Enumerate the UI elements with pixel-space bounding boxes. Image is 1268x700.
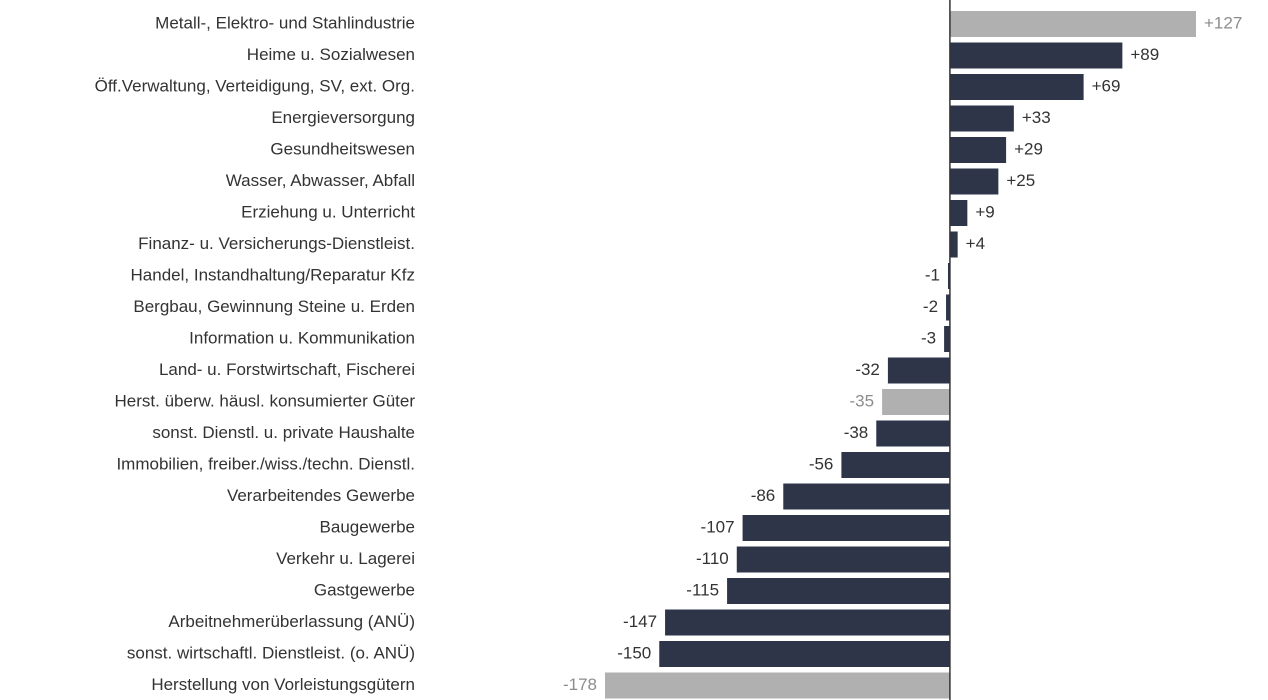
category-label: Erziehung u. Unterricht bbox=[241, 202, 415, 221]
value-label: +25 bbox=[1006, 171, 1035, 190]
category-label: sonst. Dienstl. u. private Haushalte bbox=[152, 423, 415, 442]
value-label: -178 bbox=[563, 675, 597, 694]
category-label: Verarbeitendes Gewerbe bbox=[227, 486, 415, 505]
category-label: Verkehr u. Lagerei bbox=[276, 549, 415, 568]
bar bbox=[949, 74, 1084, 100]
value-label: +69 bbox=[1092, 76, 1121, 95]
category-label: Information u. Kommunikation bbox=[189, 328, 415, 347]
value-label: +4 bbox=[966, 234, 985, 253]
bar bbox=[949, 105, 1014, 132]
category-label: Heime u. Sozialwesen bbox=[247, 45, 415, 64]
value-label: +127 bbox=[1204, 13, 1242, 32]
category-label: Herst. überw. häusl. konsumierter Güter bbox=[115, 391, 416, 410]
bar bbox=[841, 452, 950, 478]
category-label: Arbeitnehmerüberlassung (ANÜ) bbox=[168, 612, 415, 631]
bar bbox=[727, 578, 950, 604]
category-label: Land- u. Forstwirtschaft, Fischerei bbox=[159, 360, 415, 379]
category-label: sonst. wirtschaftl. Dienstleist. (o. ANÜ… bbox=[127, 643, 415, 662]
bar bbox=[949, 168, 999, 195]
bar bbox=[742, 515, 950, 541]
category-label: Öff.Verwaltung, Verteidigung, SV, ext. O… bbox=[95, 76, 415, 95]
category-label: Gastgewerbe bbox=[314, 580, 415, 599]
bar bbox=[944, 326, 950, 352]
value-label: -115 bbox=[686, 580, 719, 599]
category-label: Immobilien, freiber./wiss./techn. Dienst… bbox=[116, 454, 415, 473]
category-label: Wasser, Abwasser, Abfall bbox=[226, 171, 415, 190]
value-label: -35 bbox=[850, 391, 875, 410]
category-label: Gesundheitswesen bbox=[270, 139, 415, 158]
value-label: -56 bbox=[809, 454, 834, 473]
bar bbox=[605, 672, 950, 699]
bar bbox=[949, 137, 1007, 163]
value-label: -38 bbox=[844, 423, 869, 442]
bar bbox=[887, 357, 950, 384]
bar bbox=[736, 546, 950, 573]
category-label: Metall-, Elektro- und Stahlindustrie bbox=[155, 13, 415, 32]
value-label: -32 bbox=[855, 360, 880, 379]
value-label: -110 bbox=[696, 549, 729, 568]
value-label: +29 bbox=[1014, 139, 1043, 158]
value-label: +9 bbox=[975, 202, 994, 221]
category-label: Herstellung von Vorleistungsgütern bbox=[151, 675, 415, 694]
bar bbox=[876, 420, 950, 447]
bar bbox=[659, 641, 950, 667]
value-label: +33 bbox=[1022, 108, 1051, 127]
value-label: -147 bbox=[623, 612, 657, 631]
bar bbox=[882, 389, 950, 415]
value-label: -150 bbox=[617, 643, 651, 662]
bar bbox=[949, 11, 1196, 37]
category-label: Finanz- u. Versicherungs-Dienstleist. bbox=[138, 234, 415, 253]
bar bbox=[949, 42, 1123, 69]
bar bbox=[947, 263, 950, 289]
bar bbox=[946, 294, 950, 321]
value-label: -2 bbox=[923, 297, 938, 316]
value-label: +89 bbox=[1130, 45, 1159, 64]
category-label: Bergbau, Gewinnung Steine u. Erden bbox=[133, 297, 415, 316]
bar bbox=[949, 200, 968, 226]
value-label: -86 bbox=[751, 486, 776, 505]
bar bbox=[783, 483, 950, 510]
value-label: -107 bbox=[701, 517, 735, 536]
bar bbox=[665, 609, 950, 636]
bar bbox=[949, 231, 958, 258]
category-label: Energieversorgung bbox=[271, 108, 415, 127]
value-label: -1 bbox=[925, 265, 940, 284]
category-label: Baugewerbe bbox=[320, 517, 415, 536]
value-label: -3 bbox=[921, 328, 936, 347]
category-label: Handel, Instandhaltung/Reparatur Kfz bbox=[131, 265, 415, 284]
